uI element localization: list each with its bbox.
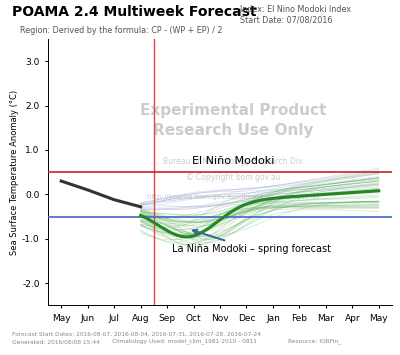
- Text: POAMA 2.4 Multiweek Forecast: POAMA 2.4 Multiweek Forecast: [12, 5, 256, 19]
- Text: © Copyright bom.gov.au: © Copyright bom.gov.au: [186, 173, 280, 182]
- Text: http://poama.bom.gov.au/climate      iocm.gov.au: http://poama.bom.gov.au/climate iocm.gov…: [147, 193, 320, 200]
- Text: El Niño Modoki: El Niño Modoki: [192, 157, 274, 166]
- Text: Research Use Only: Research Use Only: [153, 122, 314, 137]
- Text: Experimental Product: Experimental Product: [140, 103, 326, 118]
- Y-axis label: Sea Surface Temperature Anomaly (°C): Sea Surface Temperature Anomaly (°C): [10, 89, 19, 255]
- Text: Bureau of Meteorology Research Div.: Bureau of Meteorology Research Div.: [162, 157, 304, 165]
- Text: Start Date: 07/08/2016: Start Date: 07/08/2016: [240, 16, 332, 25]
- Text: Generated: 2016/08/08 15:44: Generated: 2016/08/08 15:44: [12, 339, 100, 344]
- Text: Forecast Start Dates: 2016-08-07, 2016-08-04, 2016-07-31, 2016-07-28, 2016-07-24: Forecast Start Dates: 2016-08-07, 2016-0…: [12, 332, 261, 337]
- Text: Index: El Nino Modoki Index: Index: El Nino Modoki Index: [240, 5, 351, 14]
- Text: La Niña Modoki – spring forecast: La Niña Modoki – spring forecast: [172, 230, 331, 254]
- Text: Resource: IORFin_: Resource: IORFin_: [288, 339, 341, 344]
- Text: Climatology Used: model_clim_1981-2010 - 0811: Climatology Used: model_clim_1981-2010 -…: [112, 339, 257, 344]
- Text: Region: Derived by the formula: CP - (WP + EP) / 2: Region: Derived by the formula: CP - (WP…: [20, 26, 222, 34]
